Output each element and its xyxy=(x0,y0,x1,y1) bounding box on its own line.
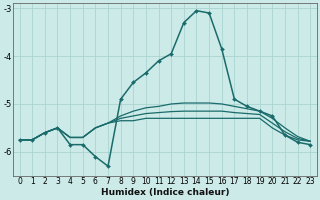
X-axis label: Humidex (Indice chaleur): Humidex (Indice chaleur) xyxy=(100,188,229,197)
